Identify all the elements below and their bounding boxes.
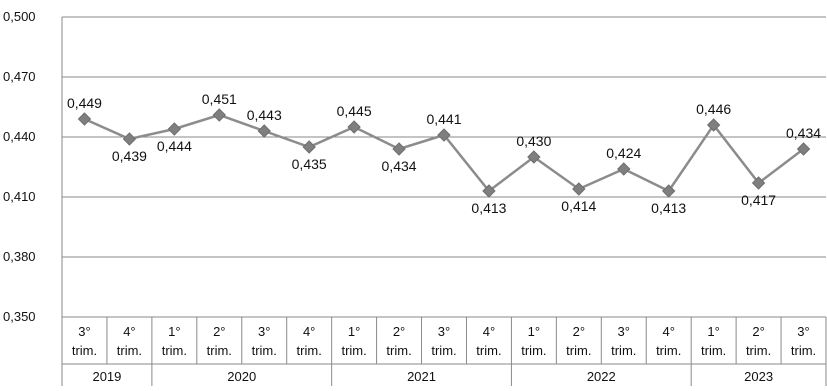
x-category-trim: trim. xyxy=(656,343,681,358)
data-label: 0,444 xyxy=(157,138,192,154)
grid xyxy=(62,16,826,318)
data-point-marker xyxy=(661,184,676,198)
x-category-quarter: 1° xyxy=(348,324,360,339)
data-point-marker xyxy=(751,176,766,190)
x-category-trim: trim. xyxy=(476,343,501,358)
x-category-trim: trim. xyxy=(117,343,142,358)
data-label: 0,435 xyxy=(292,156,327,172)
x-category-quarter: 2° xyxy=(752,324,764,339)
x-year-label: 2019 xyxy=(92,369,121,384)
x-category-quarter: 1° xyxy=(528,324,540,339)
x-year-label: 2021 xyxy=(407,369,436,384)
x-category-quarter: 4° xyxy=(123,324,135,339)
data-point-marker xyxy=(347,120,361,134)
y-axis-tick-labels: 0,350 0,380 0,410 0,440 0,470 0,500 xyxy=(3,9,36,324)
data-point-marker xyxy=(257,124,271,138)
x-category-quarter: 1° xyxy=(168,324,180,339)
x-category-trim: trim. xyxy=(746,343,771,358)
x-category-trim: trim. xyxy=(72,343,97,358)
series xyxy=(77,108,811,198)
data-label: 0,413 xyxy=(651,200,686,216)
x-category-quarter: 2° xyxy=(573,324,585,339)
x-category-trim: trim. xyxy=(791,343,816,358)
data-point-marker xyxy=(212,108,227,122)
x-category-quarter: 1° xyxy=(707,324,719,339)
data-labels: 0,449 0,439 0,444 0,451 0,443 0,435 0,445 0,434… xyxy=(67,91,821,216)
x-category-trim: trim. xyxy=(521,343,546,358)
x-category-trim: trim. xyxy=(207,343,232,358)
axes xyxy=(61,17,827,386)
x-axis-categories: 3° trim. 4° trim. 1° trim. 2° trim. 3° trim. 4° tri… xyxy=(72,324,816,384)
y-tick-label: 0,380 xyxy=(3,249,36,264)
data-label: 0,434 xyxy=(786,125,821,141)
x-category-trim: trim. xyxy=(162,343,187,358)
data-label: 0,441 xyxy=(426,111,461,127)
data-label: 0,451 xyxy=(202,91,237,107)
y-tick-label: 0,350 xyxy=(3,309,36,324)
x-year-label: 2020 xyxy=(227,369,256,384)
x-category-trim: trim. xyxy=(566,343,591,358)
data-point-marker xyxy=(122,132,137,146)
x-category-quarter: 3° xyxy=(78,324,90,339)
x-category-quarter: 3° xyxy=(258,324,270,339)
x-category-trim: trim. xyxy=(431,343,456,358)
y-tick-label: 0,500 xyxy=(3,9,36,24)
x-category-trim: trim. xyxy=(297,343,322,358)
y-tick-label: 0,440 xyxy=(3,129,36,144)
x-category-quarter: 2° xyxy=(393,324,405,339)
data-label: 0,413 xyxy=(471,200,506,216)
data-point-marker xyxy=(706,118,721,132)
y-tick-label: 0,470 xyxy=(3,69,36,84)
x-year-label: 2023 xyxy=(744,369,773,384)
data-point-marker xyxy=(77,112,92,126)
data-point-marker xyxy=(572,182,586,196)
data-label: 0,417 xyxy=(741,192,776,208)
data-point-marker xyxy=(617,162,631,176)
x-category-quarter: 3° xyxy=(797,324,809,339)
x-category-quarter: 3° xyxy=(618,324,630,339)
data-point-marker xyxy=(796,142,811,156)
x-year-label: 2022 xyxy=(587,369,616,384)
data-label: 0,424 xyxy=(606,145,641,161)
y-tick-label: 0,410 xyxy=(3,189,36,204)
data-label: 0,439 xyxy=(112,148,147,164)
data-point-marker xyxy=(437,128,451,142)
data-point-marker xyxy=(302,140,316,154)
x-category-quarter: 4° xyxy=(483,324,495,339)
data-label: 0,443 xyxy=(247,107,282,123)
x-category-trim: trim. xyxy=(252,343,277,358)
x-category-trim: trim. xyxy=(341,343,366,358)
x-category-quarter: 3° xyxy=(438,324,450,339)
x-category-quarter: 4° xyxy=(303,324,315,339)
data-point-marker xyxy=(167,122,182,136)
x-category-quarter: 2° xyxy=(213,324,225,339)
data-label: 0,414 xyxy=(561,198,596,214)
data-point-marker xyxy=(527,150,541,164)
x-category-quarter: 4° xyxy=(662,324,674,339)
data-point-marker xyxy=(482,184,496,198)
data-label: 0,430 xyxy=(516,133,551,149)
data-label: 0,434 xyxy=(382,158,417,174)
data-point-marker xyxy=(392,142,406,156)
x-category-trim: trim. xyxy=(611,343,636,358)
data-label: 0,446 xyxy=(696,101,731,117)
x-category-trim: trim. xyxy=(701,343,726,358)
data-label: 0,445 xyxy=(337,103,372,119)
x-category-trim: trim. xyxy=(386,343,411,358)
data-label: 0,449 xyxy=(67,95,102,111)
